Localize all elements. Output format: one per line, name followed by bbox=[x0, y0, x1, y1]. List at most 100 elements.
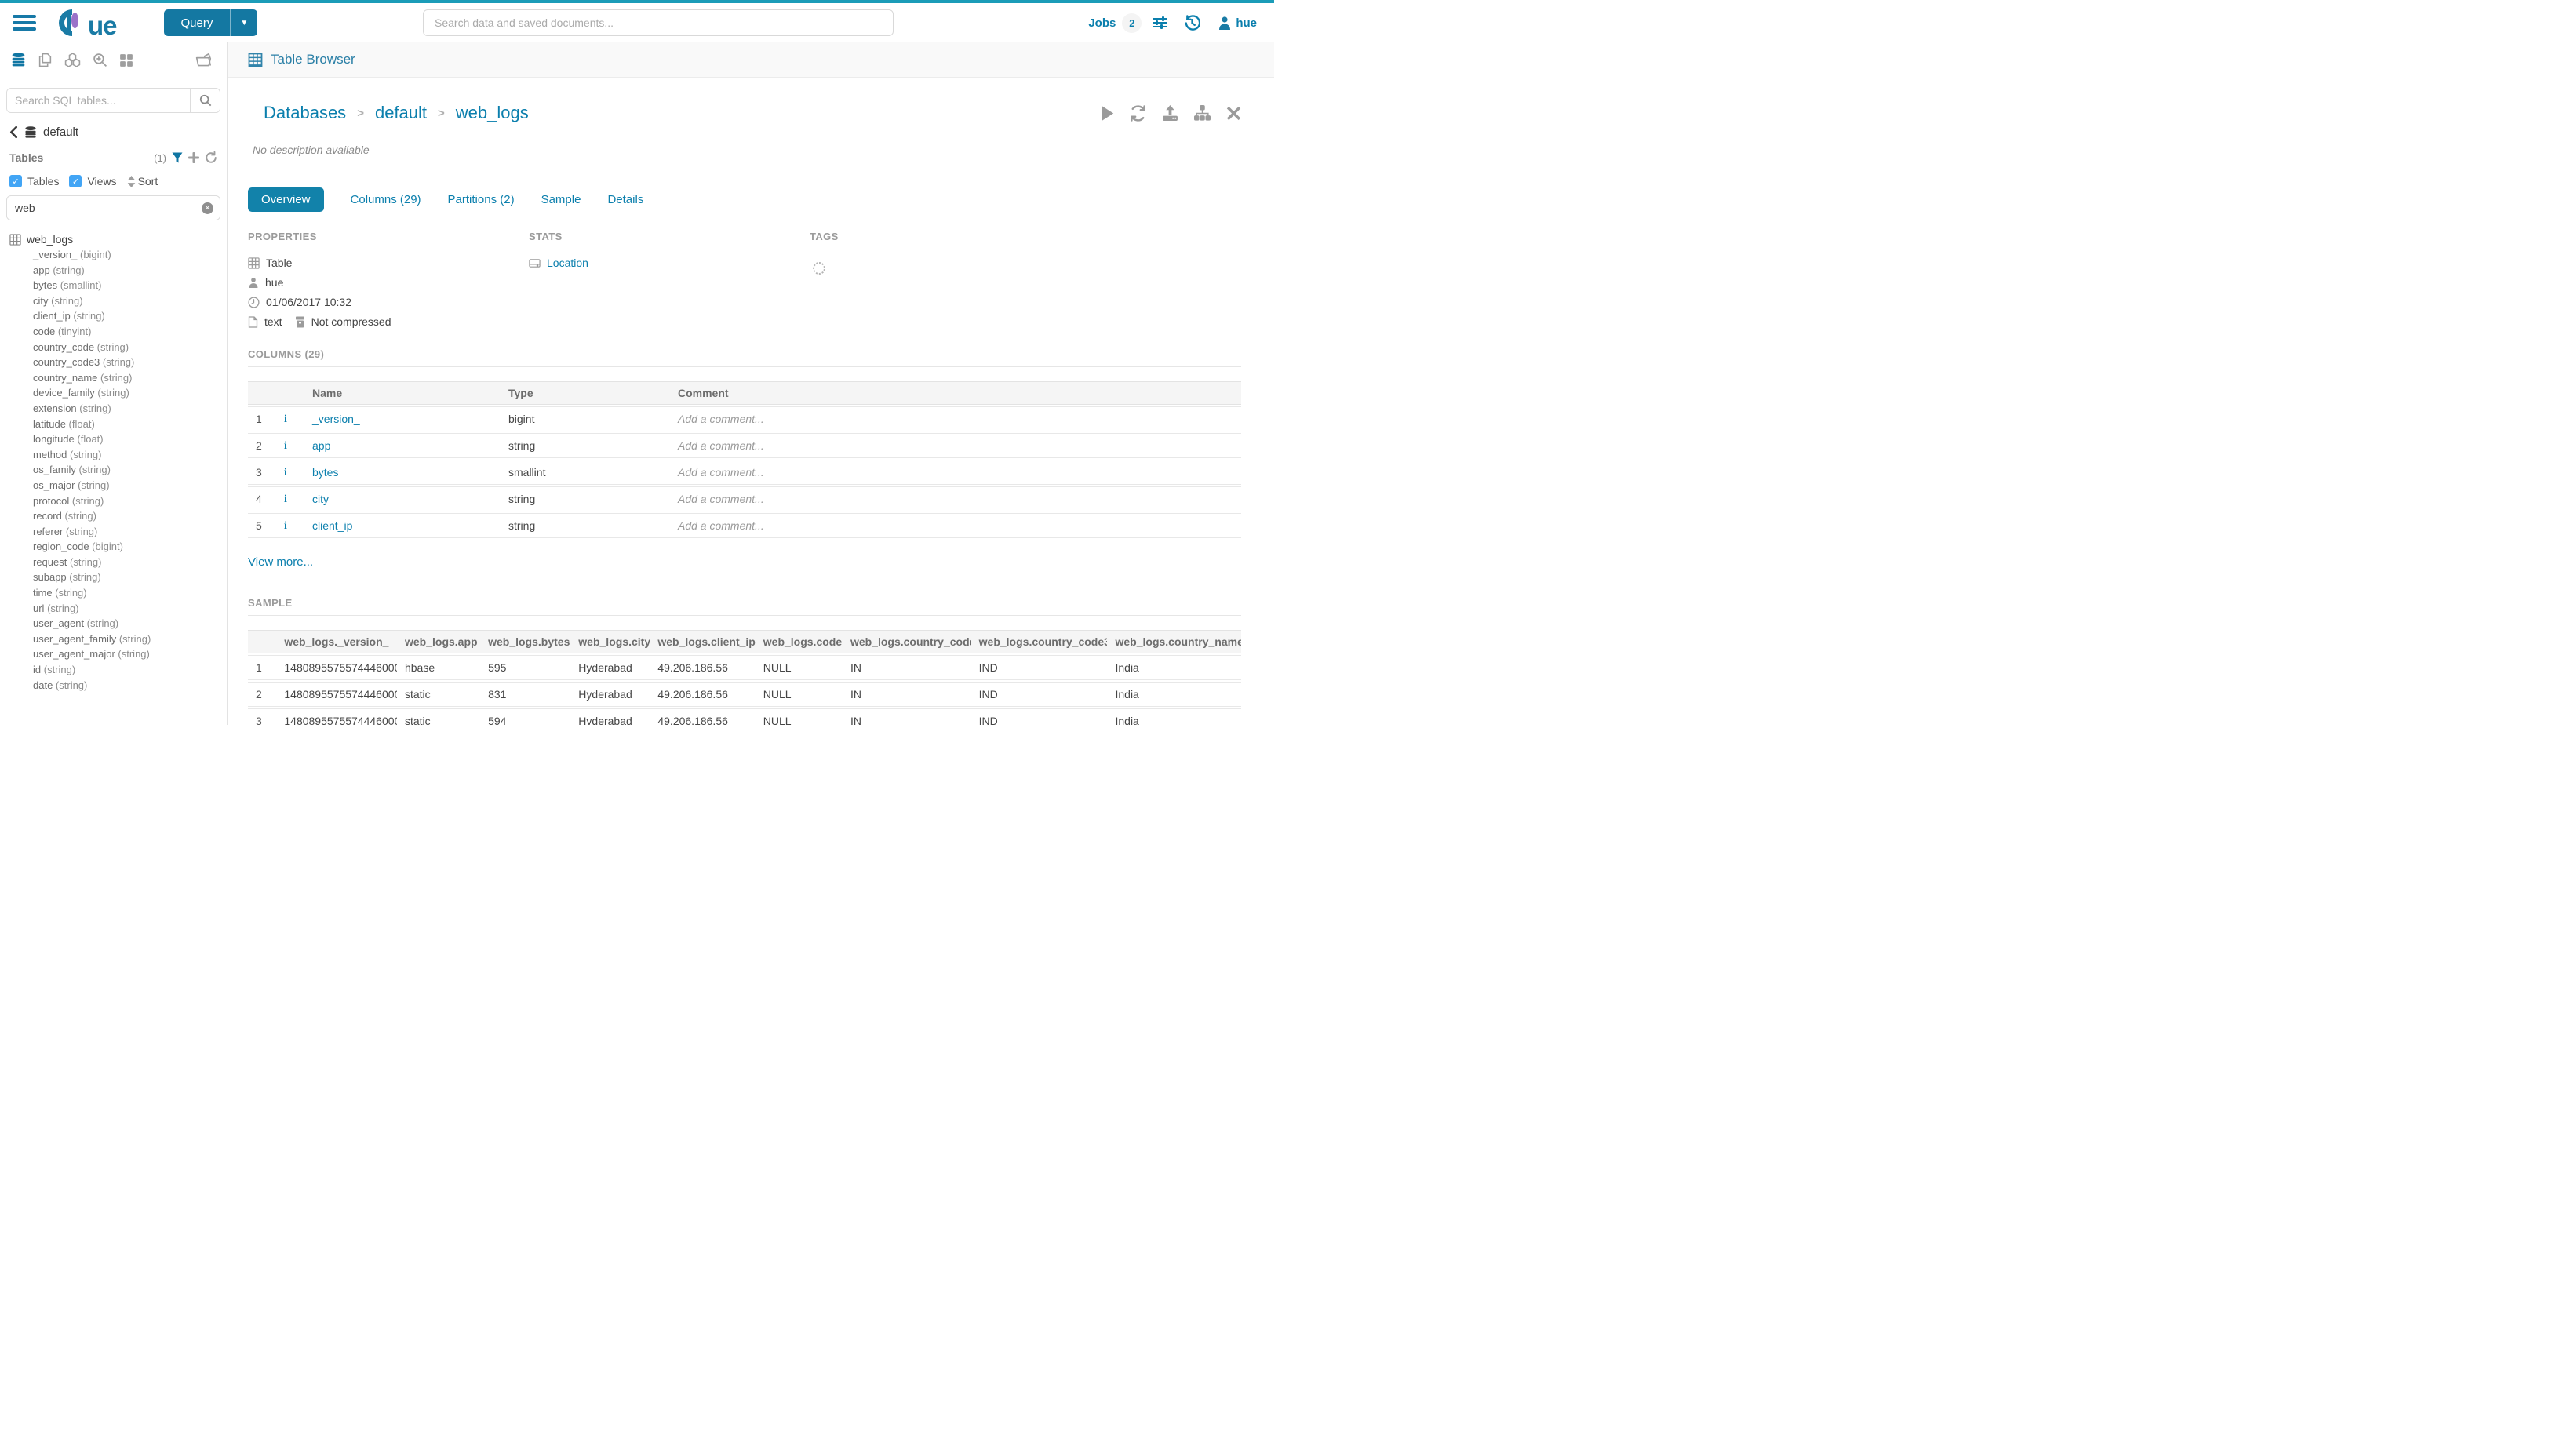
column-name-link[interactable]: app bbox=[312, 439, 331, 453]
refresh-icon[interactable] bbox=[1130, 104, 1146, 122]
jobs-count-badge[interactable]: 2 bbox=[1122, 13, 1142, 33]
sidebar-column-item[interactable]: code (tinyint) bbox=[0, 324, 227, 340]
sidebar-column-item[interactable]: method (string) bbox=[0, 447, 227, 463]
add-comment-field[interactable]: Add a comment... bbox=[678, 519, 764, 533]
sidebar-column-item[interactable]: os_major (string) bbox=[0, 478, 227, 493]
views-checkbox[interactable]: ✓ bbox=[69, 175, 82, 187]
tables-count: (1) bbox=[154, 151, 166, 164]
query-caret-icon[interactable]: ▼ bbox=[240, 18, 249, 27]
tables-checkbox[interactable]: ✓ bbox=[9, 175, 22, 187]
column-name-link[interactable]: city bbox=[312, 493, 329, 506]
table-item-name[interactable]: web_logs bbox=[27, 233, 74, 246]
hue-logo[interactable]: ue bbox=[56, 8, 118, 38]
left-sidebar: default Tables (1) bbox=[0, 42, 228, 725]
sidebar-column-item[interactable]: _version_ (bigint) bbox=[0, 247, 227, 263]
sidebar-column-item[interactable]: country_code3 (string) bbox=[0, 355, 227, 370]
tab-partitions-2[interactable]: Partitions (2) bbox=[447, 193, 515, 207]
menu-icon[interactable] bbox=[13, 12, 36, 34]
sidebar-column-item[interactable]: id (string) bbox=[0, 662, 227, 678]
tables-checkbox-label[interactable]: Tables bbox=[27, 175, 60, 187]
jobs-link[interactable]: Jobs bbox=[1088, 16, 1116, 30]
sidebar-column-item[interactable]: os_family (string) bbox=[0, 462, 227, 478]
add-comment-field[interactable]: Add a comment... bbox=[678, 466, 764, 479]
table-filter-input[interactable] bbox=[13, 196, 202, 220]
table-type-icon bbox=[248, 257, 260, 269]
table-description[interactable]: No description available bbox=[253, 144, 370, 157]
apps-assist-icon[interactable] bbox=[119, 53, 133, 67]
sort-control[interactable]: Sort bbox=[127, 175, 158, 187]
info-icon[interactable]: i bbox=[284, 493, 287, 506]
open-folder-icon[interactable] bbox=[195, 53, 213, 68]
sidebar-column-item[interactable]: date (string) bbox=[0, 678, 227, 693]
sidebar-column-item[interactable]: country_name (string) bbox=[0, 370, 227, 386]
sidebar-column-item[interactable]: url (string) bbox=[0, 601, 227, 617]
info-icon[interactable]: i bbox=[284, 413, 287, 426]
column-name-link[interactable]: _version_ bbox=[312, 413, 360, 426]
breadcrumb-item[interactable]: web_logs bbox=[455, 103, 529, 123]
add-comment-field[interactable]: Add a comment... bbox=[678, 493, 764, 506]
sidebar-column-item[interactable]: device_family (string) bbox=[0, 385, 227, 401]
tab-columns-29[interactable]: Columns (29) bbox=[350, 193, 421, 207]
sidebar-column-item[interactable]: client_ip (string) bbox=[0, 308, 227, 324]
sidebar-column-item[interactable]: city (string) bbox=[0, 293, 227, 309]
column-name-link[interactable]: bytes bbox=[312, 466, 339, 479]
sidebar-column-item[interactable]: country_code (string) bbox=[0, 340, 227, 355]
view-more-link[interactable]: View more... bbox=[248, 555, 314, 570]
sidebar-column-item[interactable]: time (string) bbox=[0, 585, 227, 601]
query-button-label[interactable]: Query bbox=[164, 9, 231, 36]
refresh-tables-icon[interactable] bbox=[205, 151, 217, 164]
sidebar-column-item[interactable]: referer (string) bbox=[0, 524, 227, 540]
info-icon[interactable]: i bbox=[284, 520, 287, 533]
sidebar-column-item[interactable]: subapp (string) bbox=[0, 570, 227, 585]
global-search-input[interactable] bbox=[423, 9, 894, 36]
sidebar-search-button[interactable] bbox=[190, 89, 220, 112]
sidebar-column-item[interactable]: user_agent_major (string) bbox=[0, 646, 227, 662]
close-icon[interactable] bbox=[1226, 106, 1241, 121]
sliders-icon[interactable] bbox=[1153, 16, 1168, 30]
table-item-web-logs[interactable]: web_logs bbox=[0, 231, 227, 247]
sidebar-column-item[interactable]: user_agent_family (string) bbox=[0, 632, 227, 647]
views-checkbox-label[interactable]: Views bbox=[87, 175, 117, 187]
add-comment-field[interactable]: Add a comment... bbox=[678, 413, 764, 426]
sidebar-column-item[interactable]: record (string) bbox=[0, 508, 227, 524]
breadcrumb-item[interactable]: default bbox=[374, 103, 428, 123]
tab-overview[interactable]: Overview bbox=[248, 187, 324, 213]
column-name-link[interactable]: client_ip bbox=[312, 519, 353, 533]
sidebar-column-item[interactable]: user_agent (string) bbox=[0, 616, 227, 632]
sidebar-column-name: record bbox=[33, 510, 65, 522]
sidebar-column-item[interactable]: request (string) bbox=[0, 555, 227, 570]
breadcrumb-item[interactable]: Databases bbox=[264, 103, 347, 123]
import-icon[interactable] bbox=[1162, 104, 1178, 122]
info-icon[interactable]: i bbox=[284, 440, 287, 453]
lineage-icon[interactable] bbox=[1194, 104, 1211, 122]
sidebar-column-item[interactable]: protocol (string) bbox=[0, 493, 227, 509]
sample-heading-text: SAMPLE bbox=[248, 597, 1241, 617]
query-table-icon[interactable] bbox=[1101, 105, 1114, 121]
add-table-icon[interactable] bbox=[188, 152, 199, 163]
tab-sample[interactable]: Sample bbox=[541, 193, 581, 207]
database-breadcrumb-row[interactable]: default bbox=[0, 113, 227, 139]
add-comment-field[interactable]: Add a comment... bbox=[678, 439, 764, 453]
sidebar-column-item[interactable]: region_code (bigint) bbox=[0, 539, 227, 555]
back-chevron-icon[interactable] bbox=[9, 126, 18, 138]
database-name[interactable]: default bbox=[43, 126, 79, 139]
sidebar-column-item[interactable]: longitude (float) bbox=[0, 431, 227, 447]
sql-assist-icon[interactable] bbox=[11, 53, 26, 67]
clear-filter-icon[interactable]: ✕ bbox=[202, 202, 213, 214]
sidebar-search-input[interactable] bbox=[7, 89, 190, 112]
hdfs-assist-icon[interactable] bbox=[64, 53, 81, 67]
sort-label[interactable]: Sort bbox=[137, 175, 158, 187]
filter-funnel-icon[interactable] bbox=[172, 152, 183, 163]
query-button[interactable]: Query ▼ bbox=[163, 9, 258, 36]
history-icon[interactable] bbox=[1184, 14, 1201, 31]
sidebar-column-item[interactable]: latitude (float) bbox=[0, 417, 227, 432]
search-assist-icon[interactable] bbox=[93, 53, 107, 67]
tab-details[interactable]: Details bbox=[607, 193, 644, 207]
info-icon[interactable]: i bbox=[284, 467, 287, 479]
documents-assist-icon[interactable] bbox=[38, 53, 53, 67]
sidebar-column-item[interactable]: bytes (smallint) bbox=[0, 278, 227, 293]
location-link[interactable]: Location bbox=[547, 257, 588, 270]
sidebar-column-item[interactable]: app (string) bbox=[0, 263, 227, 278]
user-menu[interactable]: hue bbox=[1218, 16, 1257, 30]
sidebar-column-item[interactable]: extension (string) bbox=[0, 401, 227, 417]
